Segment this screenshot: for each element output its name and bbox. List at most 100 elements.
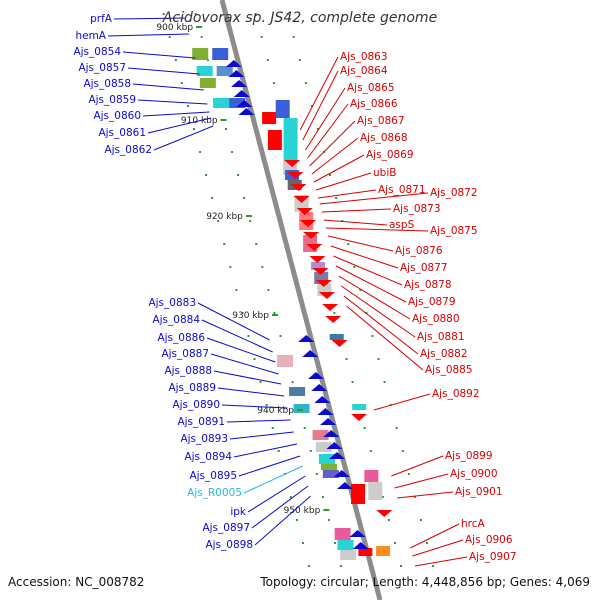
guide-dot — [333, 312, 336, 314]
guide-dot — [289, 496, 292, 498]
gene-block — [358, 548, 373, 556]
guide-dot — [387, 519, 390, 521]
leader-line — [127, 67, 200, 75]
guide-dot — [335, 197, 338, 199]
reverse-gene-arrow — [331, 340, 348, 347]
forward-gene-arrow — [225, 60, 242, 67]
guide-dot — [261, 266, 264, 268]
guide-dot — [315, 473, 318, 475]
gene-block — [329, 334, 344, 340]
gene-label-right: ubiB — [373, 167, 396, 179]
guide-dot — [432, 565, 435, 567]
leader-line — [238, 455, 301, 477]
guide-dot — [205, 174, 208, 176]
guide-dot — [192, 128, 195, 130]
forward-gene-arrow — [329, 452, 346, 459]
leader-line — [335, 265, 407, 303]
leader-line — [229, 431, 294, 440]
gene-block — [322, 470, 339, 478]
leader-line — [328, 235, 394, 252]
gene-block — [351, 484, 366, 504]
leader-line — [254, 495, 311, 546]
guide-dot — [303, 427, 306, 429]
gene-block — [364, 470, 379, 482]
guide-dot — [266, 59, 269, 61]
guide-dot — [295, 519, 298, 521]
gene-label-left: Ajs_0886 — [157, 332, 205, 344]
guide-dot — [186, 105, 189, 107]
leader-line — [221, 404, 288, 409]
leader-line — [346, 305, 424, 371]
gene-label-right: Ajs_0863 — [340, 51, 388, 63]
guide-dot — [279, 335, 282, 337]
leader-line — [122, 51, 196, 59]
reverse-gene-arrow — [318, 292, 335, 299]
forward-gene-arrow — [302, 350, 319, 357]
forward-gene-arrow — [238, 108, 255, 115]
forward-gene-arrow — [228, 70, 245, 77]
leader-line — [302, 70, 339, 141]
gene-block — [311, 262, 326, 270]
guide-dot — [393, 542, 396, 544]
guide-dot — [333, 542, 336, 544]
gene-block — [315, 442, 332, 452]
gene-block — [192, 48, 209, 60]
guide-dot — [310, 105, 313, 107]
guide-dot — [249, 220, 252, 222]
gene-block — [216, 66, 233, 76]
gene-block — [352, 404, 367, 410]
gene-label-left: Ajs_0857 — [78, 62, 126, 74]
leader-line — [210, 353, 279, 375]
guide-dot — [407, 473, 410, 475]
forward-gene-arrow — [311, 384, 328, 391]
guide-dot — [321, 496, 324, 498]
guide-dot — [217, 220, 220, 222]
kbp-tick-label: 900 kbp — [156, 23, 193, 33]
guide-dot — [316, 128, 319, 130]
gene-label-left: Ajs_0897 — [202, 522, 250, 534]
guide-dot — [277, 450, 280, 452]
leader-line — [343, 295, 419, 355]
gene-block — [229, 98, 246, 108]
gene-label-right: Ajs_0885 — [425, 364, 473, 376]
reverse-gene-arrow — [322, 304, 339, 311]
leader-line — [410, 523, 460, 549]
guide-dot — [401, 450, 404, 452]
leader-line — [307, 103, 349, 159]
gene-label-right: Ajs_0868 — [360, 132, 408, 144]
kbp-tick-label: 940 kbp — [257, 406, 294, 416]
leader-line — [330, 245, 399, 269]
leader-line — [113, 17, 185, 20]
gene-label-right: Ajs_0872 — [430, 187, 478, 199]
leader-line — [321, 208, 392, 213]
guide-dot — [265, 404, 268, 406]
leader-line — [299, 56, 339, 131]
guide-dot — [243, 197, 246, 199]
gene-block — [196, 66, 213, 76]
gene-label-left: Ajs_0860 — [93, 110, 141, 122]
forward-gene-arrow — [349, 530, 366, 537]
gene-block — [199, 78, 216, 88]
guide-dot — [237, 174, 240, 176]
guide-dot — [327, 519, 330, 521]
guide-dot — [247, 335, 250, 337]
guide-dot — [271, 427, 274, 429]
gene-block — [334, 528, 351, 540]
leader-line — [333, 255, 403, 286]
leader-line — [309, 120, 356, 167]
forward-gene-arrow — [307, 372, 324, 379]
guide-dot — [377, 358, 380, 360]
guide-dot — [351, 381, 354, 383]
leader-line — [226, 419, 291, 423]
guide-dot — [180, 82, 183, 84]
gene-label-left: Ajs_0858 — [83, 78, 131, 90]
accession-text: Accession: NC_008782 — [8, 575, 144, 589]
guide-dot — [267, 289, 270, 291]
leader-line — [233, 443, 298, 458]
leader-line — [213, 370, 282, 385]
gene-label-right: Ajs_0867 — [357, 115, 405, 127]
gene-label-right: Ajs_0877 — [400, 262, 448, 274]
guide-dot — [309, 450, 312, 452]
guide-dot — [381, 496, 384, 498]
leader-line — [197, 302, 270, 341]
